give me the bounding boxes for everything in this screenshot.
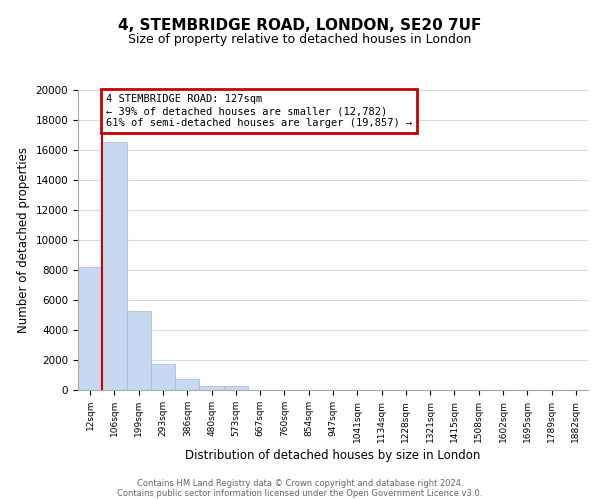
Y-axis label: Number of detached properties: Number of detached properties	[17, 147, 30, 333]
Bar	[102, 142, 127, 390]
Text: Contains public sector information licensed under the Open Government Licence v3: Contains public sector information licen…	[118, 488, 482, 498]
Bar	[175, 379, 199, 390]
Text: Contains HM Land Registry data © Crown copyright and database right 2024.: Contains HM Land Registry data © Crown c…	[137, 478, 463, 488]
Bar	[151, 364, 175, 390]
Bar	[224, 386, 248, 390]
Bar	[127, 310, 151, 390]
X-axis label: Distribution of detached houses by size in London: Distribution of detached houses by size …	[185, 449, 481, 462]
Bar	[199, 386, 224, 390]
Text: Size of property relative to detached houses in London: Size of property relative to detached ho…	[128, 32, 472, 46]
Bar	[78, 267, 102, 390]
Text: 4, STEMBRIDGE ROAD, LONDON, SE20 7UF: 4, STEMBRIDGE ROAD, LONDON, SE20 7UF	[118, 18, 482, 32]
Text: 4 STEMBRIDGE ROAD: 127sqm
← 39% of detached houses are smaller (12,782)
61% of s: 4 STEMBRIDGE ROAD: 127sqm ← 39% of detac…	[106, 94, 412, 128]
